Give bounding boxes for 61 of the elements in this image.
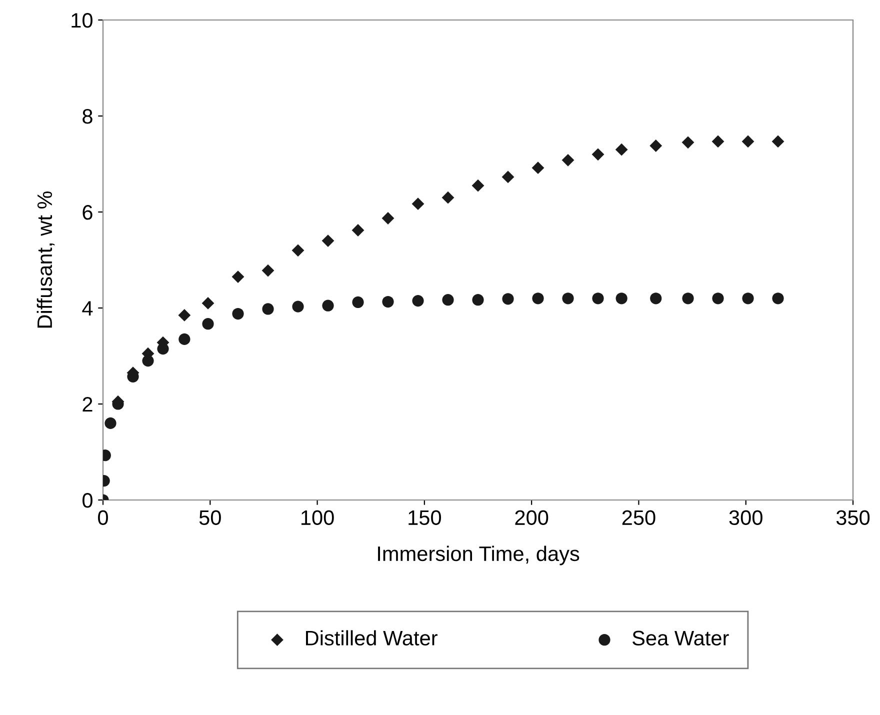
x-tick-label: 100 — [301, 510, 334, 526]
point — [382, 296, 394, 308]
point — [412, 198, 424, 210]
point — [178, 333, 190, 346]
x-tick-label: 250 — [622, 510, 656, 526]
point — [322, 300, 334, 312]
point — [616, 292, 628, 304]
x-tick-label: 50 — [199, 510, 221, 526]
y-tick-label: 8 — [82, 109, 92, 124]
point — [772, 135, 784, 148]
point — [472, 179, 484, 192]
point — [532, 292, 544, 304]
point — [232, 308, 244, 320]
point — [592, 148, 604, 161]
point — [650, 292, 662, 304]
point — [682, 292, 694, 304]
y-tick-label: 4 — [82, 301, 93, 316]
point — [412, 294, 424, 307]
point — [352, 224, 364, 236]
point — [352, 296, 364, 308]
point — [232, 270, 244, 284]
point — [202, 318, 214, 330]
point — [382, 212, 394, 224]
point — [712, 292, 724, 304]
point — [442, 191, 454, 204]
point — [292, 300, 304, 312]
point — [592, 292, 604, 304]
x-tick-label: 350 — [836, 510, 870, 526]
point — [682, 136, 694, 149]
point — [532, 162, 544, 174]
point — [562, 292, 574, 304]
point — [502, 293, 514, 305]
point — [712, 135, 724, 148]
point — [562, 154, 574, 166]
point — [202, 296, 214, 310]
point — [742, 292, 754, 304]
point — [178, 308, 191, 322]
point — [615, 143, 628, 156]
legend-label: Sea Water — [632, 630, 729, 646]
y-tick-label: 6 — [82, 205, 92, 220]
x-tick-label: 200 — [515, 510, 548, 526]
x-tick-label: 150 — [408, 510, 441, 526]
point — [104, 417, 116, 430]
point — [292, 244, 304, 257]
legend-label: Distilled Water — [306, 630, 438, 646]
point — [322, 234, 334, 248]
point — [772, 292, 784, 304]
point — [502, 170, 514, 184]
point — [472, 294, 484, 306]
y-tick-label: 0 — [82, 493, 92, 508]
point — [442, 294, 454, 306]
point — [262, 303, 274, 315]
x-axis-title: Immersion Time, days — [378, 546, 580, 566]
y-axis-title: Diffusant, wt % — [36, 191, 55, 328]
x-tick-label: 300 — [729, 510, 762, 526]
y-tick-label: 2 — [82, 397, 92, 412]
y-tick-label: 10 — [72, 13, 92, 28]
point — [262, 264, 274, 277]
x-tick-label: 0 — [98, 510, 108, 526]
point — [650, 140, 662, 152]
point — [742, 135, 754, 148]
